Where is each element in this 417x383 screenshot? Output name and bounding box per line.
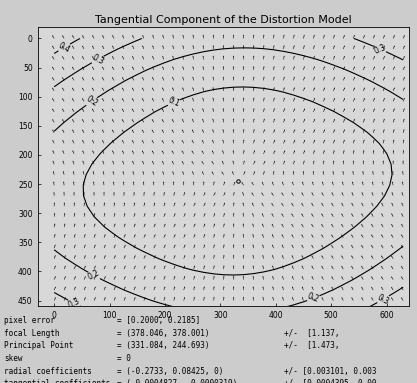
- Text: = [0.2000, 0.2185]: = [0.2000, 0.2185]: [117, 316, 200, 325]
- Text: radial coefficients: radial coefficients: [4, 367, 92, 375]
- Text: pixel error: pixel error: [4, 316, 55, 325]
- Text: tangential coefficients: tangential coefficients: [4, 379, 111, 383]
- Text: +/-  [1.137,: +/- [1.137,: [284, 329, 339, 337]
- Text: focal Length: focal Length: [4, 329, 60, 337]
- Text: 0.2: 0.2: [87, 268, 101, 282]
- Text: = (378.046, 378.001): = (378.046, 378.001): [117, 329, 209, 337]
- Text: 0.2: 0.2: [84, 94, 99, 108]
- Title: Tangential Component of the Distortion Model: Tangential Component of the Distortion M…: [95, 15, 352, 25]
- Text: skew: skew: [4, 354, 23, 363]
- Text: +/- [0.003101, 0.003: +/- [0.003101, 0.003: [284, 367, 376, 375]
- Text: = (331.084, 244.693): = (331.084, 244.693): [117, 341, 209, 350]
- Text: Principal Point: Principal Point: [4, 341, 73, 350]
- Text: = 0: = 0: [117, 354, 131, 363]
- Text: +/- [0.0004395, 0.00: +/- [0.0004395, 0.00: [284, 379, 376, 383]
- Text: 0.2: 0.2: [306, 292, 321, 304]
- Text: 0.3: 0.3: [376, 292, 391, 306]
- Text: 0.3: 0.3: [67, 296, 81, 310]
- Text: 0.3: 0.3: [372, 43, 387, 56]
- Text: = (-0.0004827, -0.0000319): = (-0.0004827, -0.0000319): [117, 379, 237, 383]
- Text: 0.1: 0.1: [166, 96, 181, 109]
- Text: 0.3: 0.3: [90, 52, 105, 66]
- Text: = (-0.2733, 0.08425, 0): = (-0.2733, 0.08425, 0): [117, 367, 223, 375]
- Text: 0.4: 0.4: [57, 41, 72, 54]
- Text: +/-  [1.473,: +/- [1.473,: [284, 341, 339, 350]
